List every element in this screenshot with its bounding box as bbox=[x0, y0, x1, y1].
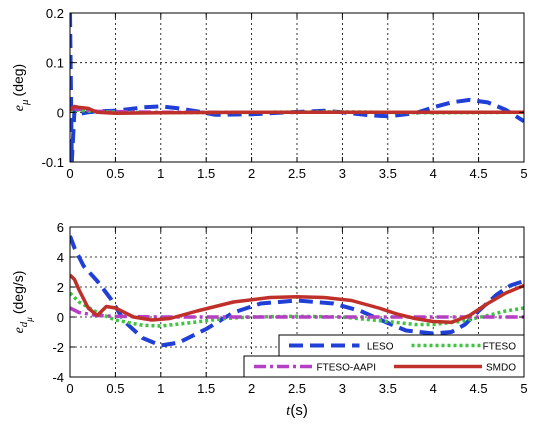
x-tick-label: 3 bbox=[339, 381, 346, 396]
x-tick-label: 2 bbox=[248, 381, 255, 396]
y-tick-label: 0 bbox=[57, 310, 64, 325]
legend-label-fteso-aapi: FTESO-AAPI bbox=[317, 363, 376, 374]
x-tick-label: 4.5 bbox=[470, 381, 488, 396]
y-tick-label: -4 bbox=[52, 370, 64, 385]
legend-label-leso: LESO bbox=[367, 342, 394, 353]
x-tick-label: 3.5 bbox=[379, 166, 397, 181]
x-tick-label: 1.5 bbox=[197, 381, 215, 396]
x-tick-label: 1 bbox=[157, 166, 164, 181]
series-line-leso bbox=[70, 235, 524, 348]
y-axis-label: edμ(deg/s) bbox=[10, 271, 34, 334]
legend-label-smdo: SMDO bbox=[486, 363, 516, 374]
y-axis-label: eμ(deg) bbox=[10, 64, 31, 111]
x-tick-label: 2 bbox=[248, 166, 255, 181]
y-tick-label: 0.2 bbox=[46, 6, 64, 21]
x-tick-label: 1 bbox=[157, 381, 164, 396]
x-tick-label: 4.5 bbox=[470, 166, 488, 181]
series-group bbox=[70, 235, 524, 348]
x-tick-label: 3 bbox=[339, 166, 346, 181]
x-tick-label: 5 bbox=[520, 166, 527, 181]
x-tick-label: 3.5 bbox=[379, 381, 397, 396]
series-group bbox=[70, 13, 524, 162]
x-tick-label: 0 bbox=[66, 166, 73, 181]
y-tick-label: 4 bbox=[57, 250, 64, 265]
legend-box bbox=[243, 355, 525, 378]
legend-label-fteso: FTESO bbox=[483, 342, 517, 353]
x-tick-label: 4 bbox=[430, 381, 437, 396]
x-tick-label: 2.5 bbox=[288, 381, 306, 396]
series-line-fteso bbox=[70, 291, 524, 328]
x-tick-label: 1.5 bbox=[197, 166, 215, 181]
x-tick-label: 5 bbox=[520, 381, 527, 396]
x-tick-label: 0.5 bbox=[106, 166, 124, 181]
x-tick-label: 0.5 bbox=[106, 381, 124, 396]
y-tick-label: 0.1 bbox=[46, 56, 64, 71]
plot-top: 0 0.5 1 1.5 2 2.5 3 3.5 4 4.5 5-0.100.10.2eμ(deg) bbox=[10, 6, 528, 181]
series-line-smdo bbox=[70, 104, 524, 116]
x-tick-label: 2.5 bbox=[288, 166, 306, 181]
legend: LESO FTESO FTESO-AAPI SMDO bbox=[243, 334, 525, 378]
y-tick-label: -0.1 bbox=[42, 155, 64, 170]
y-tick-label: -2 bbox=[52, 340, 64, 355]
plot-bottom: 0 0.5 1 1.5 2 2.5 3 3.5 4 4.5 5 -4 -2 0 2 4 6 edμ(deg/s) t… bbox=[10, 220, 528, 419]
series-line-fteso-aapi bbox=[70, 306, 524, 319]
x-axis-label: t(s) bbox=[286, 402, 308, 419]
x-tick-label: 0 bbox=[66, 381, 73, 396]
series-line-smdo bbox=[70, 273, 524, 325]
y-tick-label: 0 bbox=[57, 105, 64, 120]
y-tick-label: 2 bbox=[57, 280, 64, 295]
x-tick-label: 4 bbox=[430, 166, 437, 181]
y-tick-label: 6 bbox=[57, 220, 64, 235]
